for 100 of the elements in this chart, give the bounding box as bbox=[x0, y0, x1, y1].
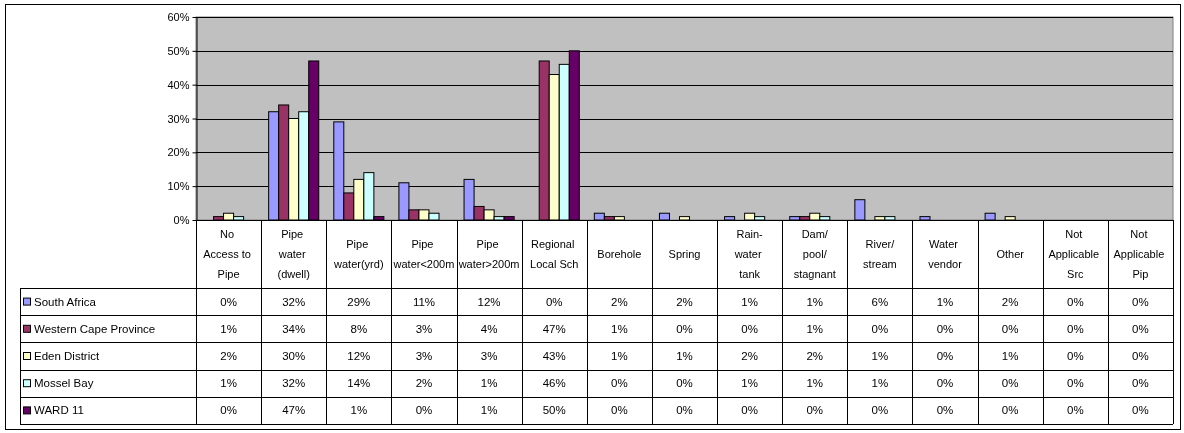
legend-label: Mossel Bay bbox=[34, 377, 94, 390]
bar bbox=[854, 199, 866, 221]
x-tick-label: Pipe water (dwell) bbox=[277, 227, 310, 280]
data-label: 1% bbox=[480, 404, 498, 417]
x-tick-label: Borehole bbox=[597, 247, 642, 260]
y-tick-label: 60% bbox=[167, 11, 190, 24]
x-tick-label: Pipe water(yrd) bbox=[333, 237, 384, 270]
data-label: 2% bbox=[611, 295, 628, 308]
bar bbox=[1004, 216, 1016, 221]
data-label: 0% bbox=[611, 404, 628, 417]
data-label: 46% bbox=[542, 377, 566, 390]
data-label: 0% bbox=[676, 322, 693, 335]
data-label: 0% bbox=[545, 295, 563, 308]
data-label: 43% bbox=[542, 350, 566, 363]
y-tick-label: 30% bbox=[167, 112, 190, 125]
x-tick-label: Not Applicable Src bbox=[1048, 227, 1103, 280]
y-tick-label: 20% bbox=[167, 146, 190, 159]
data-label: 0% bbox=[676, 377, 693, 390]
data-label: 1% bbox=[806, 377, 824, 390]
x-tick-label: Water vendor bbox=[928, 237, 963, 270]
data-label: 0% bbox=[741, 322, 758, 335]
data-label: 2% bbox=[806, 350, 824, 363]
data-label: 3% bbox=[415, 350, 433, 363]
data-label: 0% bbox=[936, 404, 954, 417]
data-label: 6% bbox=[871, 295, 889, 308]
data-label: 29% bbox=[347, 295, 371, 308]
data-label: 1% bbox=[480, 377, 498, 390]
data-label: 0% bbox=[1066, 350, 1084, 363]
x-tick-label: No Access to Pipe bbox=[203, 227, 254, 280]
data-label: 1% bbox=[871, 350, 889, 363]
x-tick-label: Pipe water>200m bbox=[457, 237, 520, 270]
data-label: 1% bbox=[806, 295, 824, 308]
data-label: 12% bbox=[477, 295, 501, 308]
data-label: 3% bbox=[415, 322, 433, 335]
legend-label: WARD 11 bbox=[34, 404, 84, 417]
data-label: 11% bbox=[412, 295, 436, 308]
data-label: 47% bbox=[282, 404, 306, 417]
data-label: 0% bbox=[871, 404, 889, 417]
data-label: 1% bbox=[741, 295, 758, 308]
data-label: 3% bbox=[480, 350, 498, 363]
y-tick-label: 50% bbox=[167, 44, 190, 57]
data-label: 1% bbox=[350, 404, 368, 417]
data-label: 2% bbox=[415, 377, 433, 390]
bar bbox=[984, 212, 996, 221]
data-label: 0% bbox=[936, 350, 954, 363]
data-label: 4% bbox=[480, 322, 498, 335]
legend-label: Western Cape Province bbox=[34, 322, 156, 335]
data-label: 0% bbox=[741, 404, 758, 417]
data-label: 0% bbox=[806, 404, 824, 417]
data-label: 0% bbox=[676, 404, 693, 417]
data-label: 0% bbox=[1132, 377, 1149, 390]
bar bbox=[658, 212, 670, 221]
data-label: 0% bbox=[1066, 322, 1084, 335]
data-label: 0% bbox=[1001, 377, 1019, 390]
y-tick-label: 40% bbox=[167, 78, 190, 91]
data-label: 0% bbox=[936, 322, 954, 335]
data-label: 14% bbox=[347, 377, 371, 390]
data-label: 8% bbox=[350, 322, 368, 335]
x-tick-label: Pipe water<200m bbox=[392, 237, 455, 270]
x-tick-label: Spring bbox=[668, 247, 701, 260]
data-label: 2% bbox=[741, 350, 758, 363]
data-label: 34% bbox=[282, 322, 306, 335]
data-label: 0% bbox=[1132, 295, 1149, 308]
x-tick-label: River/stream bbox=[863, 237, 897, 270]
data-label: 32% bbox=[282, 295, 306, 308]
data-label: 2% bbox=[220, 350, 237, 363]
data-label: 1% bbox=[676, 350, 693, 363]
data-label: 0% bbox=[611, 377, 628, 390]
x-tick-label: Not Applicable Pip bbox=[1113, 227, 1168, 280]
data-label: 0% bbox=[936, 377, 954, 390]
data-label: 0% bbox=[415, 404, 433, 417]
x-tick-label: Dam/pool/stagnant bbox=[793, 227, 836, 280]
bar bbox=[724, 216, 736, 221]
data-label: 50% bbox=[542, 404, 566, 417]
data-label: 0% bbox=[1001, 322, 1019, 335]
data-label: 2% bbox=[1001, 295, 1019, 308]
data-label: 0% bbox=[1066, 404, 1084, 417]
data-label: 0% bbox=[871, 322, 889, 335]
legend-label: Eden District bbox=[34, 350, 100, 363]
data-label: 1% bbox=[871, 377, 889, 390]
data-label: 12% bbox=[347, 350, 371, 363]
data-label: 0% bbox=[1132, 404, 1149, 417]
data-label: 0% bbox=[220, 404, 237, 417]
bar bbox=[919, 216, 931, 221]
data-label: 1% bbox=[936, 295, 954, 308]
data-label: 1% bbox=[220, 322, 237, 335]
data-label: 0% bbox=[1066, 377, 1084, 390]
data-label: 2% bbox=[676, 295, 693, 308]
data-label: 1% bbox=[741, 377, 758, 390]
data-label: 1% bbox=[611, 350, 628, 363]
y-tick-label: 0% bbox=[173, 214, 190, 227]
x-tick-label: Regional Local Sch bbox=[530, 237, 579, 270]
data-label: 47% bbox=[542, 322, 566, 335]
data-label: 1% bbox=[806, 322, 824, 335]
bar bbox=[678, 216, 691, 221]
legend-label: South Africa bbox=[34, 295, 97, 308]
data-label: 0% bbox=[1066, 295, 1084, 308]
data-label: 1% bbox=[220, 377, 237, 390]
y-tick-label: 10% bbox=[167, 180, 190, 193]
data-label: 0% bbox=[1132, 322, 1149, 335]
